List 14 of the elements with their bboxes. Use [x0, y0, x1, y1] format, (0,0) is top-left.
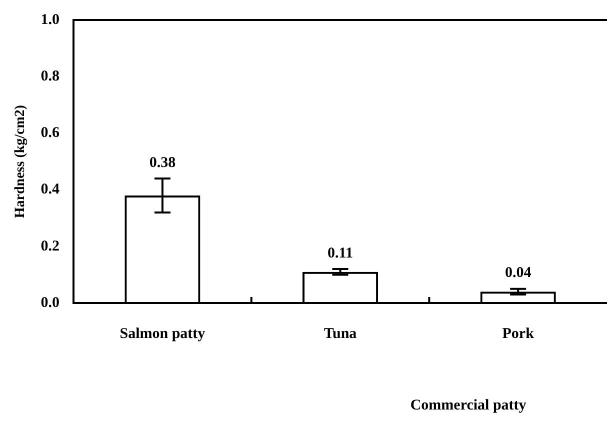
data-label: 0.38: [149, 154, 176, 171]
x-axis-title: Commercial patty: [410, 397, 527, 414]
x-tick-label: Tuna: [324, 326, 358, 342]
data-label: 0.04: [504, 265, 532, 282]
y-tick-label: 0.4: [40, 182, 60, 198]
y-tick-label: 0.0: [40, 294, 60, 311]
y-tick-label: 1.0: [40, 12, 60, 28]
x-tick-label: Pork: [502, 326, 535, 342]
y-tick-label: 0.8: [40, 68, 60, 84]
x-tick-label: Salmon patty: [120, 326, 206, 342]
y-tick-label: 0.6: [40, 125, 60, 142]
y-axis-title: Hardness (kg/cm2): [13, 104, 28, 218]
data-label: 0.11: [328, 245, 353, 262]
y-tick-label: 0.2: [40, 238, 60, 254]
